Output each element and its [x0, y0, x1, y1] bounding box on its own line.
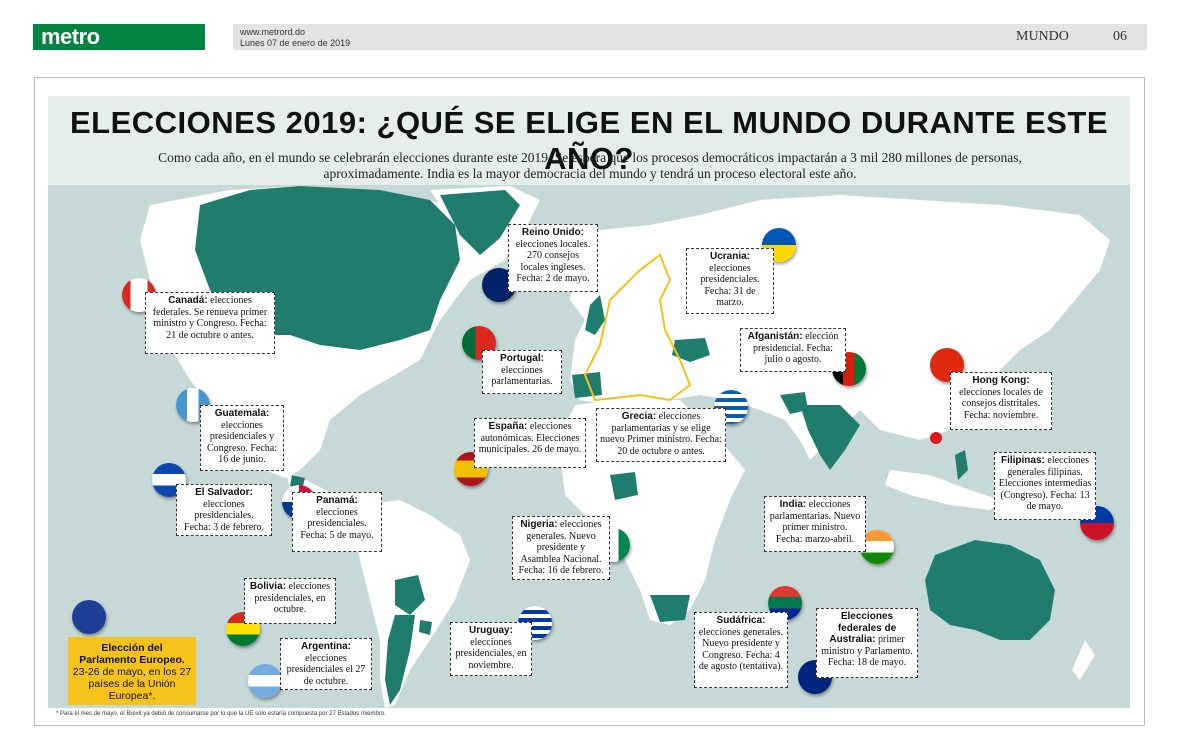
nigeria-info: Nigeria: elecciones generales. Nuevo pre…	[512, 516, 610, 580]
header-strip	[233, 24, 1147, 50]
title-panel	[48, 96, 1130, 185]
india-info: India: elecciones parlamentarias. Nuevo …	[764, 496, 866, 552]
india-name: India:	[779, 499, 807, 510]
eu-flag-icon	[72, 600, 106, 634]
nigeria-name: Nigeria:	[520, 519, 558, 530]
ucrania-info: Ucrania: elecciones presidenciales. Fech…	[686, 248, 774, 314]
eu-election-info: Elección del Parlamento Europeo. 23-26 d…	[68, 637, 196, 705]
argentina-highlight	[385, 615, 415, 705]
reinounido-name: Reino Unido:	[521, 227, 585, 238]
bolivia-info: Bolivia: elecciones presidenciales, en o…	[244, 578, 336, 624]
espana-name: España:	[488, 421, 528, 432]
ucrania-name: Ucrania:	[709, 251, 750, 262]
portugal-info: Portugal: elecciones parlamentarias.	[482, 350, 562, 394]
argentina-flag-icon	[248, 664, 282, 698]
afganistan-text: elección presidencial. Fecha: julio o ag…	[753, 331, 839, 365]
filipinas-text: elecciones generales filipinas. Eleccion…	[998, 455, 1092, 512]
subtitle-line-1: Como cada año, en el mundo se celebrarán…	[158, 150, 1022, 165]
filipinas-info: Filipinas: elecciones generales filipina…	[994, 452, 1096, 520]
grecia-info: Grecia: elecciones parlamentarias y se e…	[596, 408, 726, 462]
greenland-highlight	[440, 190, 520, 255]
page-title: ELECCIONES 2019: ¿QUÉ SE ELIGE EN EL MUN…	[69, 105, 1109, 176]
eu-name: Elección del Parlamento Europeo.	[79, 642, 185, 666]
portugal-text: elecciones parlamentarias.	[491, 364, 553, 388]
hongkong-name: Hong Kong:	[972, 375, 1030, 386]
portugal-name: Portugal:	[500, 353, 544, 364]
header-site: www.metrord.do	[240, 27, 306, 37]
argentina-text: elecciones presidenciales el 27 de octub…	[286, 652, 366, 687]
elsalvador-name: El Salvador:	[195, 487, 253, 498]
reinounido-info: Reino Unido: elecciones locales. 270 con…	[508, 224, 598, 292]
uruguay-text: elecciones presidenciales, en noviembre.	[455, 636, 527, 671]
afghanistan-highlight	[780, 392, 808, 414]
australia-highlight	[925, 540, 1055, 640]
espana-info: España: elecciones autonómicas. Eleccion…	[474, 418, 586, 468]
guatemala-info: Guatemala: elecciones presidenciales y C…	[200, 405, 284, 471]
australia-name: Elecciones federales de Australia:	[829, 611, 897, 645]
uruguay-highlight	[419, 620, 432, 635]
elsalvador-text: elecciones presidenciales. Fecha: 3 de f…	[184, 498, 264, 533]
elsalvador-info: El Salvador: elecciones presidenciales. …	[176, 484, 272, 536]
india-highlight	[800, 405, 860, 470]
guatemala-text: elecciones presidenciales y Congreso. Fe…	[207, 419, 277, 466]
nigeria-highlight	[610, 472, 638, 500]
header-date: Lunes 07 de enero de 2019	[240, 38, 351, 48]
page-subtitle: Como cada año, en el mundo se celebrarán…	[90, 150, 1090, 182]
hongkong-text: elecciones locales de consejos distrital…	[959, 386, 1043, 421]
metro-logo: metro	[33, 24, 205, 50]
hongkong-info: Hong Kong: elecciones locales de consejo…	[950, 372, 1052, 430]
southafrica-highlight	[650, 595, 690, 622]
indonesia-land	[885, 470, 1000, 510]
footnote: * Para el mes de mayo, el Brexit ya debi…	[56, 711, 386, 717]
header-section: MUNDO	[1016, 29, 1069, 44]
india-text: elecciones parlamentarias. Nuevo primer …	[769, 499, 861, 545]
japan-land	[1010, 300, 1030, 350]
argentina-info: Argentina: elecciones presidenciales el …	[280, 638, 372, 690]
sudafrica-name: Sudáfrica:	[716, 615, 766, 626]
header-page-number: 06	[1113, 29, 1127, 44]
uk-highlight	[585, 295, 605, 335]
ucrania-text: elecciones presidenciales. Fecha: 31 de …	[700, 262, 760, 309]
uruguay-name: Uruguay:	[469, 625, 513, 636]
hongkong-marker	[930, 432, 942, 444]
panama-info: Panamá: elecciones presidenciales. Fecha…	[292, 492, 382, 552]
new-zealand-land	[1072, 640, 1095, 680]
canada-info: Canadá: elecciones federales. Se renueva…	[145, 292, 275, 354]
filipinas-name: Filipinas:	[1000, 455, 1045, 466]
nigeria-text: elecciones generales. Nuevo presidente y…	[518, 519, 604, 576]
reinounido-text: elecciones locales. 270 consejos locales…	[515, 238, 591, 285]
ukraine-highlight	[672, 338, 710, 362]
australia-info: Elecciones federales de Australia: prime…	[816, 608, 918, 678]
guatemala-name: Guatemala:	[214, 408, 270, 419]
espana-text: elecciones autonómicas. Elecciones munic…	[478, 421, 582, 455]
sudafrica-info: Sudáfrica: elecciones generales. Nuevo p…	[694, 612, 788, 688]
spain-highlight	[572, 372, 602, 398]
panama-name: Panamá:	[316, 495, 358, 506]
bolivia-name: Bolivia:	[249, 581, 286, 592]
bolivia-text: elecciones presidenciales, en octubre.	[254, 581, 331, 615]
afganistan-name: Afganistán:	[747, 331, 803, 342]
bolivia-highlight	[395, 575, 425, 615]
sudafrica-text: elecciones generales. Nuevo presidente y…	[698, 626, 784, 673]
afganistan-info: Afganistán: elección presidencial. Fecha…	[740, 328, 846, 372]
grecia-text: elecciones parlamentarias y se elige nue…	[600, 411, 722, 457]
australia-text: primer ministro y Parlamento. Fecha: 18 …	[821, 634, 913, 668]
uruguay-info: Uruguay: elecciones presidenciales, en n…	[450, 622, 532, 676]
eu-outline	[583, 253, 692, 402]
grecia-name: Grecia:	[621, 411, 657, 422]
philippines-highlight	[955, 450, 968, 480]
canada-name: Canadá:	[168, 295, 208, 306]
panama-text: elecciones presidenciales. Fecha: 5 de m…	[300, 506, 374, 541]
argentina-name: Argentina:	[301, 641, 351, 652]
eu-text: 23-26 de mayo, en los 27 países de la Un…	[72, 666, 192, 702]
canada-text: elecciones federales. Se renueva primer …	[152, 295, 268, 341]
subtitle-line-2: aproximadamente. India es la mayor democ…	[323, 166, 857, 181]
